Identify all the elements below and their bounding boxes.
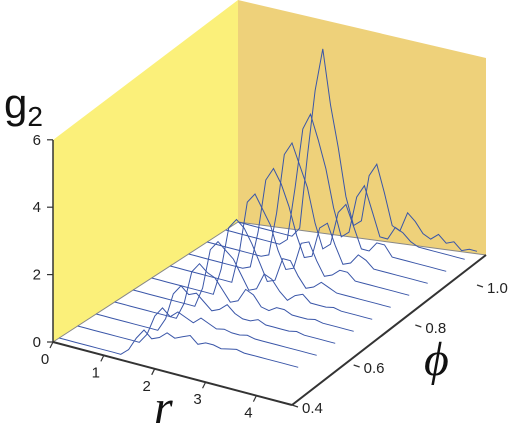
g2-axis-label: g2 bbox=[4, 80, 43, 132]
series-lines bbox=[59, 48, 478, 368]
series-line bbox=[77, 307, 317, 356]
r-axis-line bbox=[52, 341, 293, 406]
tick-mark bbox=[353, 364, 360, 368]
r-tick-label: 3 bbox=[193, 391, 201, 408]
phi-tick-label: 0.8 bbox=[425, 320, 446, 337]
series-line bbox=[151, 218, 391, 308]
r-axis-ticks: 0 1 2 3 4 bbox=[41, 341, 257, 422]
back-wall bbox=[238, 0, 486, 255]
floor-depth-axis bbox=[52, 221, 239, 343]
tick-mark bbox=[49, 341, 54, 349]
g2-tick-label: 0 bbox=[33, 334, 41, 351]
tick-mark bbox=[100, 355, 105, 362]
r-tick-label: 4 bbox=[244, 405, 252, 422]
g2-tick-label: 4 bbox=[33, 199, 41, 216]
tick-mark bbox=[252, 395, 257, 402]
tick-mark bbox=[202, 381, 207, 389]
phi-axis-ticks: 0.4 0.6 0.8 1.0 bbox=[291, 280, 508, 417]
tick-mark bbox=[476, 284, 484, 288]
r-tick-label: 1 bbox=[92, 364, 100, 381]
phi-tick-label: 0.4 bbox=[302, 400, 323, 417]
phi-axis-line bbox=[291, 254, 487, 406]
series-line bbox=[114, 262, 354, 332]
g2-tick-label: 2 bbox=[33, 267, 41, 284]
floor-back-axis bbox=[237, 221, 487, 256]
tick-mark bbox=[291, 404, 299, 408]
series-line bbox=[207, 141, 447, 272]
phi-axis-label: ϕ bbox=[424, 333, 449, 386]
tick-mark bbox=[151, 368, 156, 376]
r-tick-label: 0 bbox=[41, 351, 49, 368]
series-line bbox=[225, 112, 465, 260]
series-line bbox=[237, 48, 478, 252]
phi-tick-label: 0.6 bbox=[364, 360, 385, 377]
series-line bbox=[59, 329, 299, 368]
phi-tick-label: 1.0 bbox=[487, 280, 508, 297]
left-wall bbox=[53, 0, 238, 342]
tick-mark bbox=[415, 324, 422, 328]
g2-axis-ticks: 0 2 4 6 bbox=[33, 132, 53, 351]
series-line bbox=[96, 285, 336, 344]
series-line bbox=[133, 240, 373, 320]
series-line bbox=[170, 193, 410, 296]
series-line bbox=[188, 167, 428, 284]
r-tick-label: 2 bbox=[143, 378, 151, 395]
r-axis-label: r bbox=[154, 381, 173, 423]
g2-tick-label: 6 bbox=[33, 132, 41, 149]
